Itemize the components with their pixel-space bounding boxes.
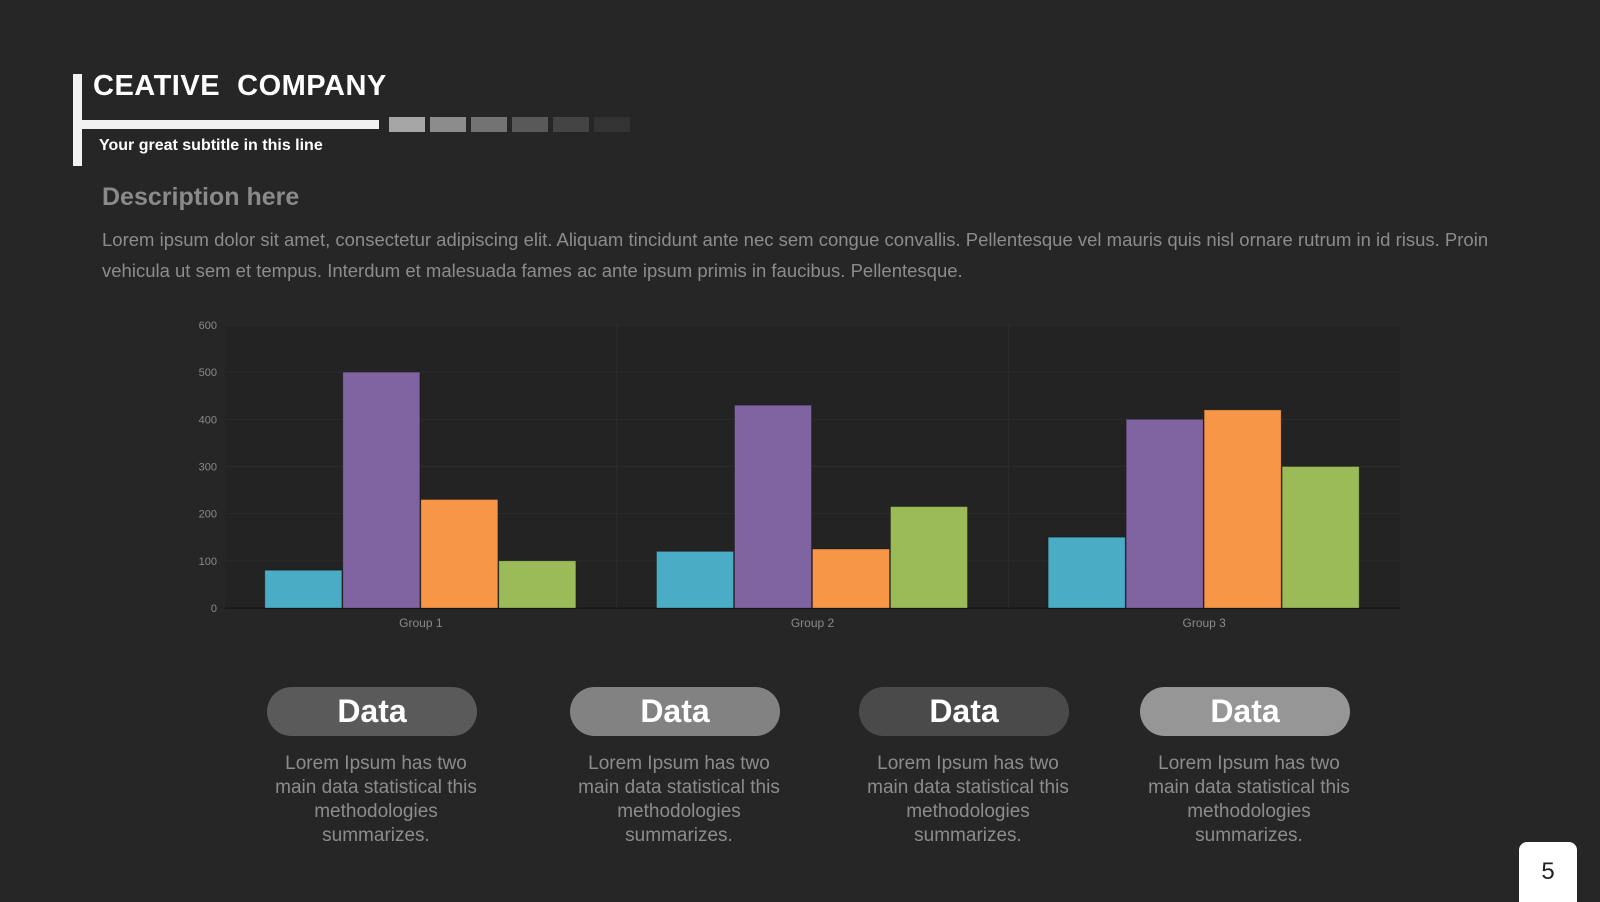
y-tick-label: 600: [199, 320, 217, 332]
bar: [342, 371, 421, 609]
description-body: Lorem ipsum dolor sit amet, consectetur …: [102, 229, 1489, 281]
page-title: CEATIVE COMPANY: [93, 70, 387, 102]
bar-chart: 0 100 200 300 400 500 600 Group 1 Group 2 Group 3: [199, 320, 1400, 630]
bar: [420, 499, 499, 609]
bar: [1047, 536, 1126, 609]
data-caption-4: Lorem Ipsum has two main data statistica…: [1148, 753, 1350, 846]
data-caption-3: Lorem Ipsum has two main data statistica…: [867, 753, 1069, 846]
accent-square-4: [512, 117, 548, 132]
page-subtitle: Your great subtitle in this line: [99, 137, 323, 154]
bar: [812, 548, 890, 609]
accent-square-5: [553, 117, 589, 132]
y-tick-label: 300: [199, 462, 217, 474]
bar: [890, 506, 968, 609]
y-tick-label: 500: [199, 367, 217, 379]
y-tick-label: 0: [211, 603, 217, 615]
data-pill-1: Data: [267, 687, 477, 736]
accent-squares: [389, 117, 630, 132]
page-number: 5: [1519, 842, 1577, 902]
x-tick-label: Group 2: [791, 616, 835, 630]
accent-square-6: [594, 117, 630, 132]
bar: [1125, 418, 1204, 609]
y-tick-label: 400: [199, 414, 217, 426]
data-caption-1: Lorem Ipsum has two main data statistica…: [275, 753, 477, 846]
bar: [1203, 409, 1282, 609]
accent-square-3: [471, 117, 507, 132]
data-pill-2: Data: [570, 687, 780, 736]
bar: [498, 560, 577, 609]
y-tick-label: 100: [199, 556, 217, 568]
description-heading: Description here: [102, 183, 300, 211]
data-pill-4: Data: [1140, 687, 1350, 736]
title-underline: [82, 120, 379, 129]
x-tick-label: Group 3: [1182, 616, 1226, 630]
title-accent-bar: [73, 74, 82, 166]
accent-square-1: [389, 117, 425, 132]
bar: [656, 550, 734, 609]
bar: [734, 404, 812, 609]
data-caption-2: Lorem Ipsum has two main data statistica…: [578, 753, 780, 846]
bar: [1281, 466, 1360, 609]
x-tick-label: Group 1: [399, 616, 443, 630]
y-tick-label: 200: [199, 509, 217, 521]
accent-square-2: [430, 117, 466, 132]
bar: [264, 569, 343, 609]
data-pill-3: Data: [859, 687, 1069, 736]
